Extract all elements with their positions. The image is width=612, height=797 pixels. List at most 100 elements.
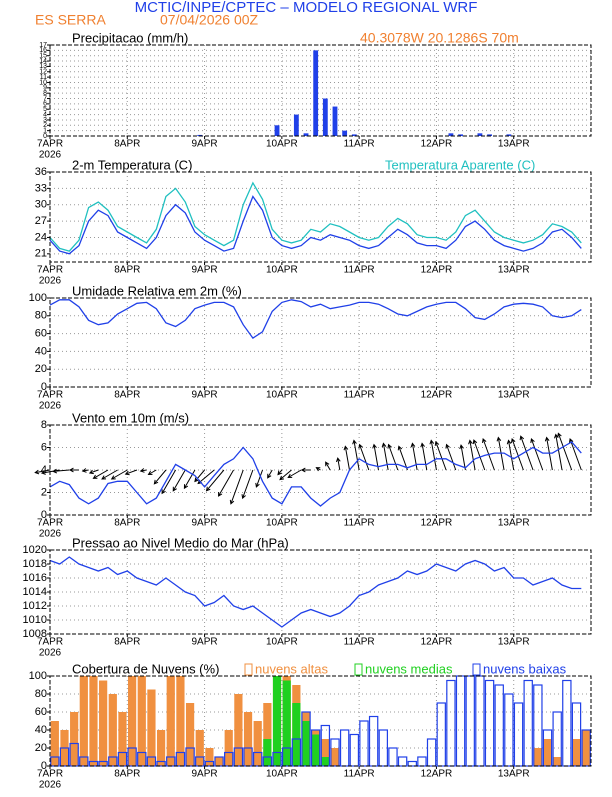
x-tick-label: 12APR: [421, 139, 453, 150]
location: ES SERRA: [35, 12, 106, 28]
x-tick-label: 13APR: [498, 139, 530, 150]
bar: [572, 739, 581, 766]
bar: [108, 694, 117, 766]
wind-arrow: [287, 469, 302, 479]
bar: [562, 679, 572, 767]
panel-title: Cobertura de Nuvens (%): [72, 661, 219, 676]
wind-arrow: [557, 432, 573, 471]
y-tick-label: 80: [35, 688, 47, 700]
bar: [458, 134, 463, 136]
x-tick-label: 7APR: [37, 390, 63, 401]
x-tick-label: 11APR: [344, 637, 375, 648]
y-tick-label: 4: [41, 464, 47, 476]
run-time: 07/04/2026 00Z: [160, 12, 259, 28]
y-tick-label: 16: [39, 47, 47, 54]
wind-arrow: [277, 469, 283, 476]
bar: [322, 98, 328, 136]
y-tick-label: 15: [39, 53, 47, 60]
bar: [301, 721, 311, 766]
bar: [581, 729, 591, 767]
bar: [272, 676, 282, 766]
y-tick-label: 1: [43, 127, 47, 134]
x-tick-label: 7APR: [37, 769, 63, 780]
bar: [339, 729, 350, 767]
bar: [137, 676, 146, 766]
bar: [342, 130, 348, 136]
legend-swatch: [472, 663, 481, 676]
x-tick-label: 10APR: [266, 265, 298, 276]
bar: [407, 760, 417, 767]
wind-arrow: [81, 468, 89, 473]
wind-arrow: [410, 442, 418, 471]
x-tick-label: 13APR: [498, 769, 530, 780]
wind-arrow: [139, 468, 147, 473]
bar: [504, 693, 514, 767]
y-tick-label: 100: [29, 292, 47, 304]
panel-title: Pressao ao Nivel Medio do Mar (hPa): [72, 535, 289, 550]
y-tick-label: 1014: [23, 586, 47, 598]
bar: [204, 760, 215, 767]
bar: [426, 738, 437, 767]
panel-title: Umidade Relativa em 2m (%): [72, 283, 242, 298]
x-tick-label: 11APR: [344, 518, 375, 529]
x-tick-label: 13APR: [498, 265, 530, 276]
bar: [118, 712, 127, 766]
wind-arrow: [358, 443, 370, 471]
x-tick-label: 13APR: [498, 637, 530, 648]
wind-arrow: [92, 469, 109, 479]
y-tick-label: 13: [39, 63, 47, 70]
bar: [349, 733, 360, 767]
wind-arrow: [397, 445, 408, 471]
bar: [89, 676, 98, 766]
y-tick-label: 60: [35, 706, 47, 718]
wind-arrow: [381, 442, 389, 471]
x-tick-label: 8APR: [114, 139, 140, 150]
bar: [330, 738, 340, 767]
y-tick-label: 40: [35, 345, 47, 357]
bar: [195, 730, 204, 766]
wind-arrow: [459, 444, 466, 471]
legend-label: Temperatura Aparente (C): [385, 157, 535, 172]
legend-label: nuvens baixas: [483, 661, 567, 676]
bar: [224, 730, 233, 766]
panel-frame: [49, 171, 592, 263]
wind-arrow: [510, 438, 524, 471]
bar: [523, 679, 533, 767]
legend-label: nuvens medias: [365, 661, 453, 676]
x-tick-label: 11APR: [344, 769, 375, 780]
bar: [494, 684, 504, 767]
year-label: 2026: [39, 401, 62, 412]
x-tick-label: 8APR: [114, 769, 140, 780]
wind-arrow: [110, 469, 128, 480]
legend-swatch: [354, 663, 363, 676]
wind-arrow: [468, 439, 476, 471]
y-tick-label: 1018: [23, 558, 47, 570]
y-tick-label: 17: [39, 42, 47, 49]
wind-arrow: [544, 436, 553, 471]
x-tick-label: 12APR: [421, 518, 453, 529]
y-tick-label: 9: [43, 85, 47, 92]
bar: [313, 50, 319, 137]
y-tick-label: 11: [40, 74, 47, 81]
x-tick-label: 9APR: [192, 769, 218, 780]
wind-arrow: [124, 469, 138, 476]
x-tick-label: 7APR: [37, 518, 63, 529]
y-tick-label: 1016: [23, 572, 47, 584]
wind-arrow: [496, 436, 505, 471]
bar: [197, 134, 203, 136]
wind-arrow: [568, 438, 582, 471]
bar: [303, 133, 309, 136]
legend-swatch: [244, 663, 253, 676]
panel-frame: [49, 297, 592, 388]
wind-arrow: [161, 469, 177, 495]
wind-arrow: [101, 469, 118, 480]
y-tick-label: 21: [35, 248, 47, 260]
line-series: [49, 441, 582, 507]
y-tick-label: 10: [39, 79, 47, 86]
y-tick-label: 5: [43, 106, 47, 113]
x-tick-label: 9APR: [192, 518, 218, 529]
line-series: [49, 195, 582, 255]
bar: [252, 751, 263, 767]
wind-arrow: [335, 457, 341, 471]
